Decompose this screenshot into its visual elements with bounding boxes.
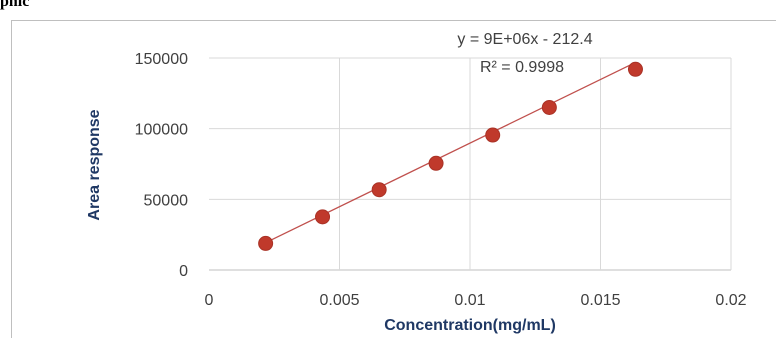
data-point [371,182,387,198]
r-squared-label: R² = 0.9998 [480,59,564,76]
x-tick-label: 0.005 [319,292,359,309]
data-point [315,209,331,225]
chart-frame-top [11,20,776,21]
y-tick-label: 150000 [135,51,188,68]
tick-labels-layer: 0 50000 100000 150000 0 0.005 0.01 0.015 0.02 [135,51,747,309]
x-axis-title: Concentration(mg/mL) [384,317,556,334]
data-point [428,155,444,171]
x-tick-label: 0.02 [715,292,746,309]
x-tick-label: 0 [205,292,214,309]
y-tick-label: 100000 [135,122,188,139]
y-axis-title: Area response [86,109,103,220]
data-point [485,127,501,143]
data-point [541,99,557,115]
page-heading-fragment: phic [0,0,30,10]
chart-frame-left [11,20,12,338]
data-point [627,61,643,77]
x-tick-label: 0.01 [454,292,485,309]
y-tick-label: 50000 [144,192,189,209]
y-tick-label: 0 [179,263,188,280]
data-point [258,235,274,251]
data-points-layer [258,61,643,251]
grid-layer [209,57,732,271]
x-tick-label: 0.015 [580,292,620,309]
trendline-equation: y = 9E+06x - 212.4 [457,31,592,48]
